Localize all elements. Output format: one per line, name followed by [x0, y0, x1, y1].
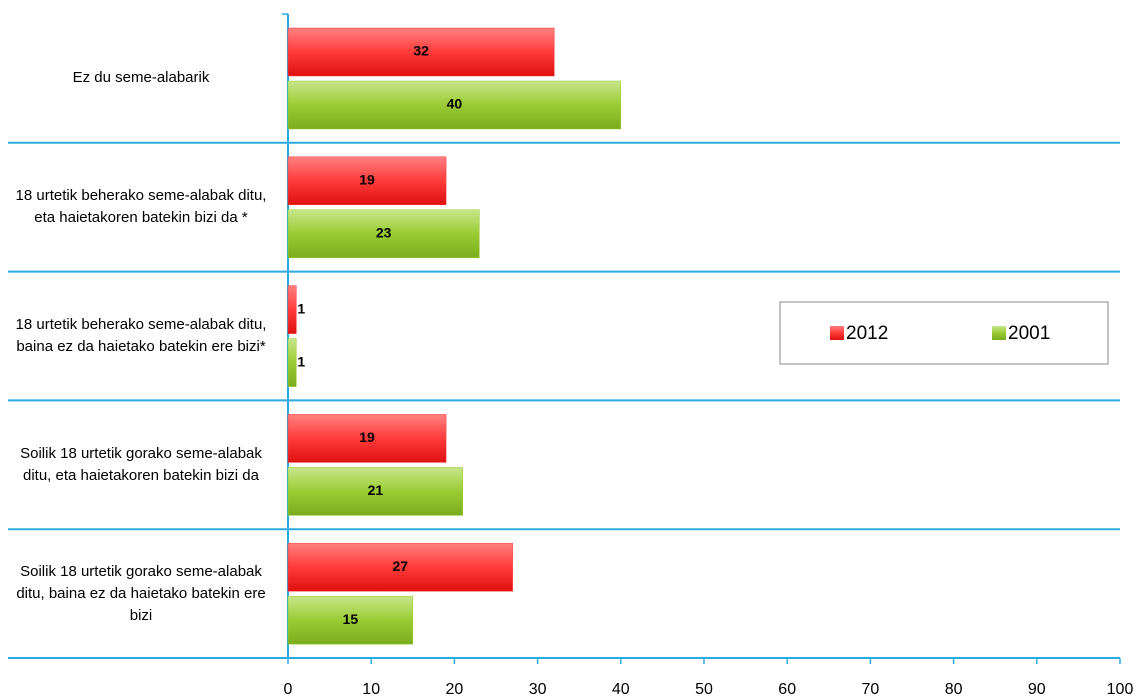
- y-tick-label: 18 urtetik beherako seme-alabak ditu, ba…: [15, 315, 267, 355]
- y-tick-label: 18 urtetik beherako seme-alabak ditu, et…: [15, 187, 267, 227]
- x-tick-label: 50: [695, 681, 713, 698]
- x-tick-label: 90: [1028, 681, 1046, 698]
- data-label: 21: [368, 482, 384, 498]
- bar: [287, 414, 447, 463]
- legend-swatch: [992, 326, 1006, 340]
- bar: [287, 209, 480, 259]
- bar: [287, 542, 513, 592]
- y-tick-label: Soilik 18 urtetik gorako seme-alabak dit…: [16, 562, 266, 624]
- data-label: 23: [376, 225, 392, 241]
- x-tick-label: 80: [945, 681, 963, 698]
- y-tick-label: Soilik 18 urtetik gorako seme-alabak dit…: [20, 444, 262, 484]
- data-label: 19: [359, 429, 375, 445]
- data-label: 1: [297, 300, 305, 316]
- x-tick-label: 20: [446, 681, 464, 698]
- data-label: 40: [447, 96, 463, 112]
- x-tick-label: 0: [284, 681, 293, 698]
- x-tick-label: 40: [612, 681, 630, 698]
- legend-swatch: [830, 326, 844, 340]
- x-tick-label: 100: [1107, 681, 1134, 698]
- bar: [287, 80, 622, 130]
- bar: [287, 467, 463, 516]
- y-tick-label: Ez du seme-alabarik: [72, 69, 210, 87]
- legend-label: 2001: [1008, 323, 1050, 344]
- bar: [287, 285, 297, 334]
- x-tick-label: 60: [778, 681, 796, 698]
- bar: [287, 156, 447, 206]
- bar: [287, 27, 555, 77]
- x-tick-label: 30: [529, 681, 547, 698]
- legend-label: 2012: [846, 323, 888, 344]
- bar: [287, 595, 414, 645]
- x-tick-label: 70: [862, 681, 880, 698]
- legend-box: [779, 301, 1109, 365]
- data-label: 27: [393, 558, 409, 574]
- x-tick-label: 10: [362, 681, 380, 698]
- data-label: 32: [413, 43, 429, 59]
- data-label: 19: [359, 172, 375, 188]
- data-label: 1: [297, 353, 305, 369]
- bar: [287, 338, 297, 387]
- data-label: 15: [343, 611, 359, 627]
